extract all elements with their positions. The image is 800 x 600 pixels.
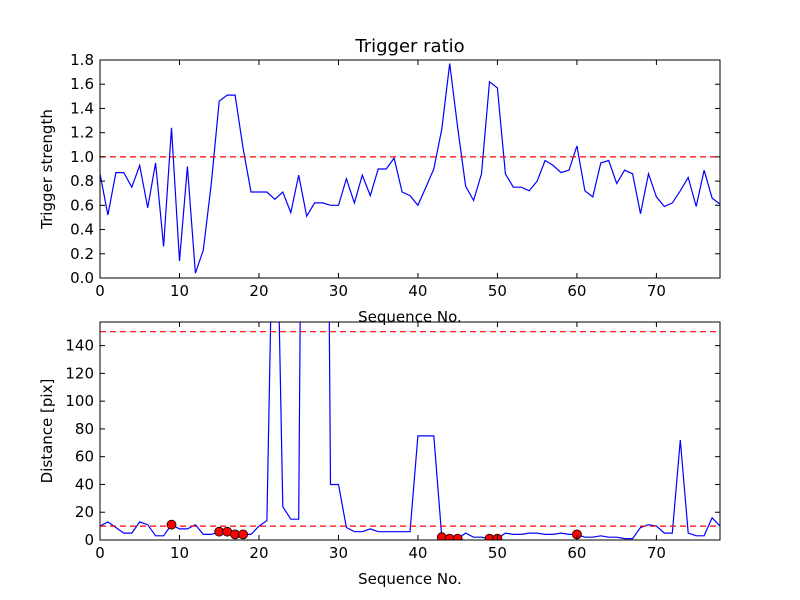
- y-tick-label: 100: [65, 392, 94, 410]
- x-tick-label: 0: [95, 282, 105, 300]
- y-tick-label: 20: [75, 503, 94, 521]
- marker-point: [452, 533, 463, 540]
- plot-area: [100, 322, 720, 540]
- x-tick-label: 40: [408, 544, 427, 562]
- x-tick-label: 0: [95, 544, 105, 562]
- y-tick-label: 0.4: [70, 221, 94, 239]
- y-tick-label: 1.2: [70, 124, 94, 142]
- y-tick-label: 60: [75, 448, 94, 466]
- y-tick-label: 1.4: [70, 99, 94, 117]
- x-tick-label: 70: [647, 282, 666, 300]
- y-tick-label: 0.0: [70, 269, 94, 287]
- x-tick-label: 10: [170, 282, 189, 300]
- series-line: [100, 322, 720, 540]
- y-tick-label: 0.8: [70, 172, 94, 190]
- axes-frame: [99, 321, 721, 541]
- x-tick-label: 40: [408, 282, 427, 300]
- y-tick-label: 1.8: [70, 51, 94, 69]
- x-tick-label: 60: [567, 282, 586, 300]
- x-tick-label: 30: [329, 282, 348, 300]
- y-tick-label: 0.6: [70, 196, 94, 214]
- trigger-ratio-panel: 0 10 20 30 40 50 60 70 0.0 0.2 0.4 0.6 0.8 1.0 1.2 1.4 1…: [38, 36, 721, 326]
- x-axis-label: Sequence No.: [358, 570, 462, 588]
- y-axis-label: Distance [pix]: [38, 379, 56, 484]
- marker-point: [238, 529, 249, 540]
- x-tick-label: 70: [647, 544, 666, 562]
- y-tick-label: 1.0: [70, 148, 94, 166]
- axes-frame: [99, 59, 721, 279]
- y-tick-label: 140: [65, 337, 94, 355]
- x-tick-label: 50: [488, 282, 507, 300]
- y-tick-label: 80: [75, 420, 94, 438]
- y-tick-label: 0: [84, 531, 94, 549]
- y-axis-label: Trigger strength: [38, 109, 56, 230]
- y-tick-label: 0.2: [70, 245, 94, 263]
- distance-panel: 0 10 20 30 40 50 60 70 0 20 40 60 80 100 120 140 Sequenc…: [38, 321, 721, 588]
- y-tick-label: 120: [65, 364, 94, 382]
- x-tick-label: 30: [329, 544, 348, 562]
- x-tick-label: 20: [249, 282, 268, 300]
- x-axis-label: Sequence No.: [358, 308, 462, 326]
- x-tick-label: 20: [249, 544, 268, 562]
- plot-area: [100, 63, 720, 274]
- y-tick-label: 40: [75, 475, 94, 493]
- x-tick-label: 10: [170, 544, 189, 562]
- x-tick-label: 50: [488, 544, 507, 562]
- series-line: [100, 63, 720, 274]
- y-tick-label: 1.6: [70, 75, 94, 93]
- chart-title: Trigger ratio: [354, 36, 464, 57]
- marker-point: [166, 519, 177, 530]
- x-tick-label: 60: [567, 544, 586, 562]
